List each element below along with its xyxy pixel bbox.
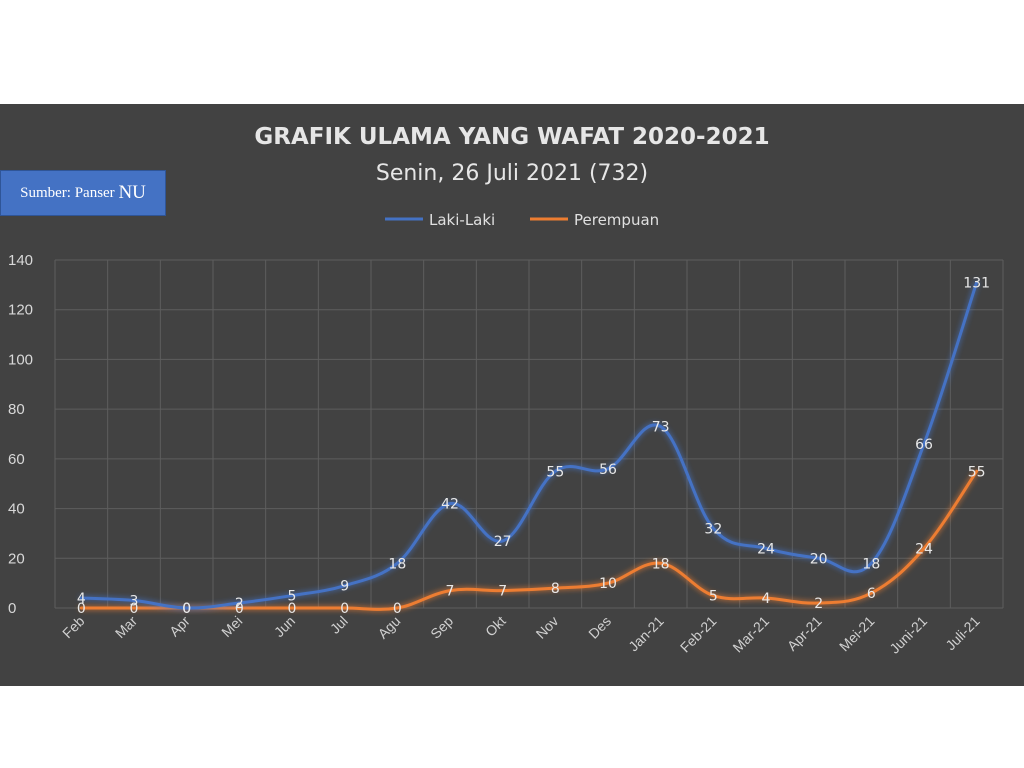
- series-lines: [79, 280, 979, 611]
- y-axis: 0 20 40 60 80 100 120 140: [8, 252, 33, 617]
- legend: Laki-Laki Perempuan: [385, 211, 659, 229]
- legend-label-perempuan: Perempuan: [574, 211, 659, 229]
- x-tick-label: Feb-21: [677, 613, 720, 656]
- data-label-laki-laki: 20: [810, 551, 828, 567]
- chart-title: GRAFIK ULAMA YANG WAFAT 2020-2021: [254, 124, 769, 150]
- x-axis: Feb Mar Apr Mei Jun Jul Agu Sep Okt Nov Des Jan-21 F…: [59, 613, 983, 657]
- x-tick-label: Sep: [427, 613, 456, 642]
- x-tick-label: Juni-21: [886, 613, 930, 657]
- data-label-perempuan: 0: [288, 601, 297, 617]
- legend-label-laki-laki: Laki-Laki: [429, 211, 495, 229]
- x-tick-label: Apr-21: [784, 613, 825, 654]
- y-tick-label: 0: [8, 600, 16, 617]
- source-label: Sumber: Panser: [20, 184, 115, 201]
- x-tick-label: Agu: [375, 613, 404, 642]
- data-label-laki-laki: 55: [546, 464, 564, 480]
- data-label-perempuan: 10: [599, 576, 617, 592]
- data-label-laki-laki: 66: [915, 437, 933, 453]
- y-tick-label: 120: [8, 302, 33, 319]
- source-emphasis: NU: [118, 182, 146, 203]
- y-tick-label: 100: [8, 351, 33, 368]
- data-label-perempuan: 7: [498, 584, 507, 600]
- data-label-laki-laki: 9: [340, 579, 349, 595]
- series-line-laki-laki: [79, 280, 979, 610]
- data-label-perempuan: 0: [235, 601, 244, 617]
- data-label-laki-laki: 24: [757, 541, 775, 557]
- data-label-laki-laki: 18: [862, 556, 880, 572]
- data-label-perempuan: 0: [340, 601, 349, 617]
- data-label-laki-laki: 5: [288, 589, 297, 605]
- series-line-perempuan: [79, 469, 979, 611]
- y-tick-label: 140: [8, 252, 33, 269]
- x-tick-label: Okt: [482, 613, 509, 640]
- line-chart: GRAFIK ULAMA YANG WAFAT 2020-2021 Senin,…: [8, 124, 1004, 657]
- data-label-perempuan: 4: [762, 591, 771, 607]
- x-tick-label: Mar-21: [729, 613, 772, 656]
- x-tick-label: Juli-21: [942, 613, 983, 654]
- data-label-perempuan: 5: [709, 589, 718, 605]
- y-tick-label: 60: [8, 451, 25, 468]
- data-label-perempuan: 0: [393, 601, 402, 617]
- data-label-perempuan: 2: [814, 596, 823, 612]
- data-label-laki-laki: 42: [441, 497, 459, 513]
- x-tick-label: Jan-21: [625, 613, 667, 655]
- data-label-perempuan: 24: [915, 541, 933, 557]
- x-tick-label: Mei-21: [836, 613, 878, 655]
- data-label-laki-laki: 3: [130, 594, 139, 610]
- data-label-perempuan: 0: [130, 601, 139, 617]
- gridlines: [54, 259, 1004, 609]
- data-label-perempuan: 18: [652, 556, 670, 572]
- data-label-laki-laki: 131: [963, 275, 990, 291]
- chart-panel: GRAFIK ULAMA YANG WAFAT 2020-2021 Senin,…: [0, 104, 1024, 686]
- data-label-laki-laki: 32: [704, 521, 722, 537]
- data-label-laki-laki: 73: [652, 420, 670, 436]
- x-tick-label: Nov: [533, 613, 562, 642]
- data-label-laki-laki: 18: [388, 556, 406, 572]
- source-box: Sumber: Panser NU: [0, 170, 166, 216]
- data-label-laki-laki: 0: [182, 601, 191, 617]
- data-label-laki-laki: 4: [77, 591, 86, 607]
- chart-subtitle: Senin, 26 Juli 2021 (732): [376, 161, 648, 186]
- data-label-perempuan: 7: [446, 584, 455, 600]
- data-label-laki-laki: 56: [599, 462, 617, 478]
- y-tick-label: 20: [8, 550, 25, 567]
- y-tick-label: 40: [8, 501, 25, 518]
- data-label-perempuan: 55: [968, 464, 986, 480]
- y-tick-label: 80: [8, 401, 25, 418]
- data-label-perempuan: 0: [182, 601, 191, 617]
- data-label-perempuan: 8: [551, 581, 560, 597]
- x-tick-label: Des: [585, 613, 614, 642]
- data-label-perempuan: 6: [867, 586, 876, 602]
- data-label-laki-laki: 2: [235, 596, 244, 612]
- data-label-perempuan: 0: [77, 601, 86, 617]
- data-label-laki-laki: 27: [494, 534, 512, 550]
